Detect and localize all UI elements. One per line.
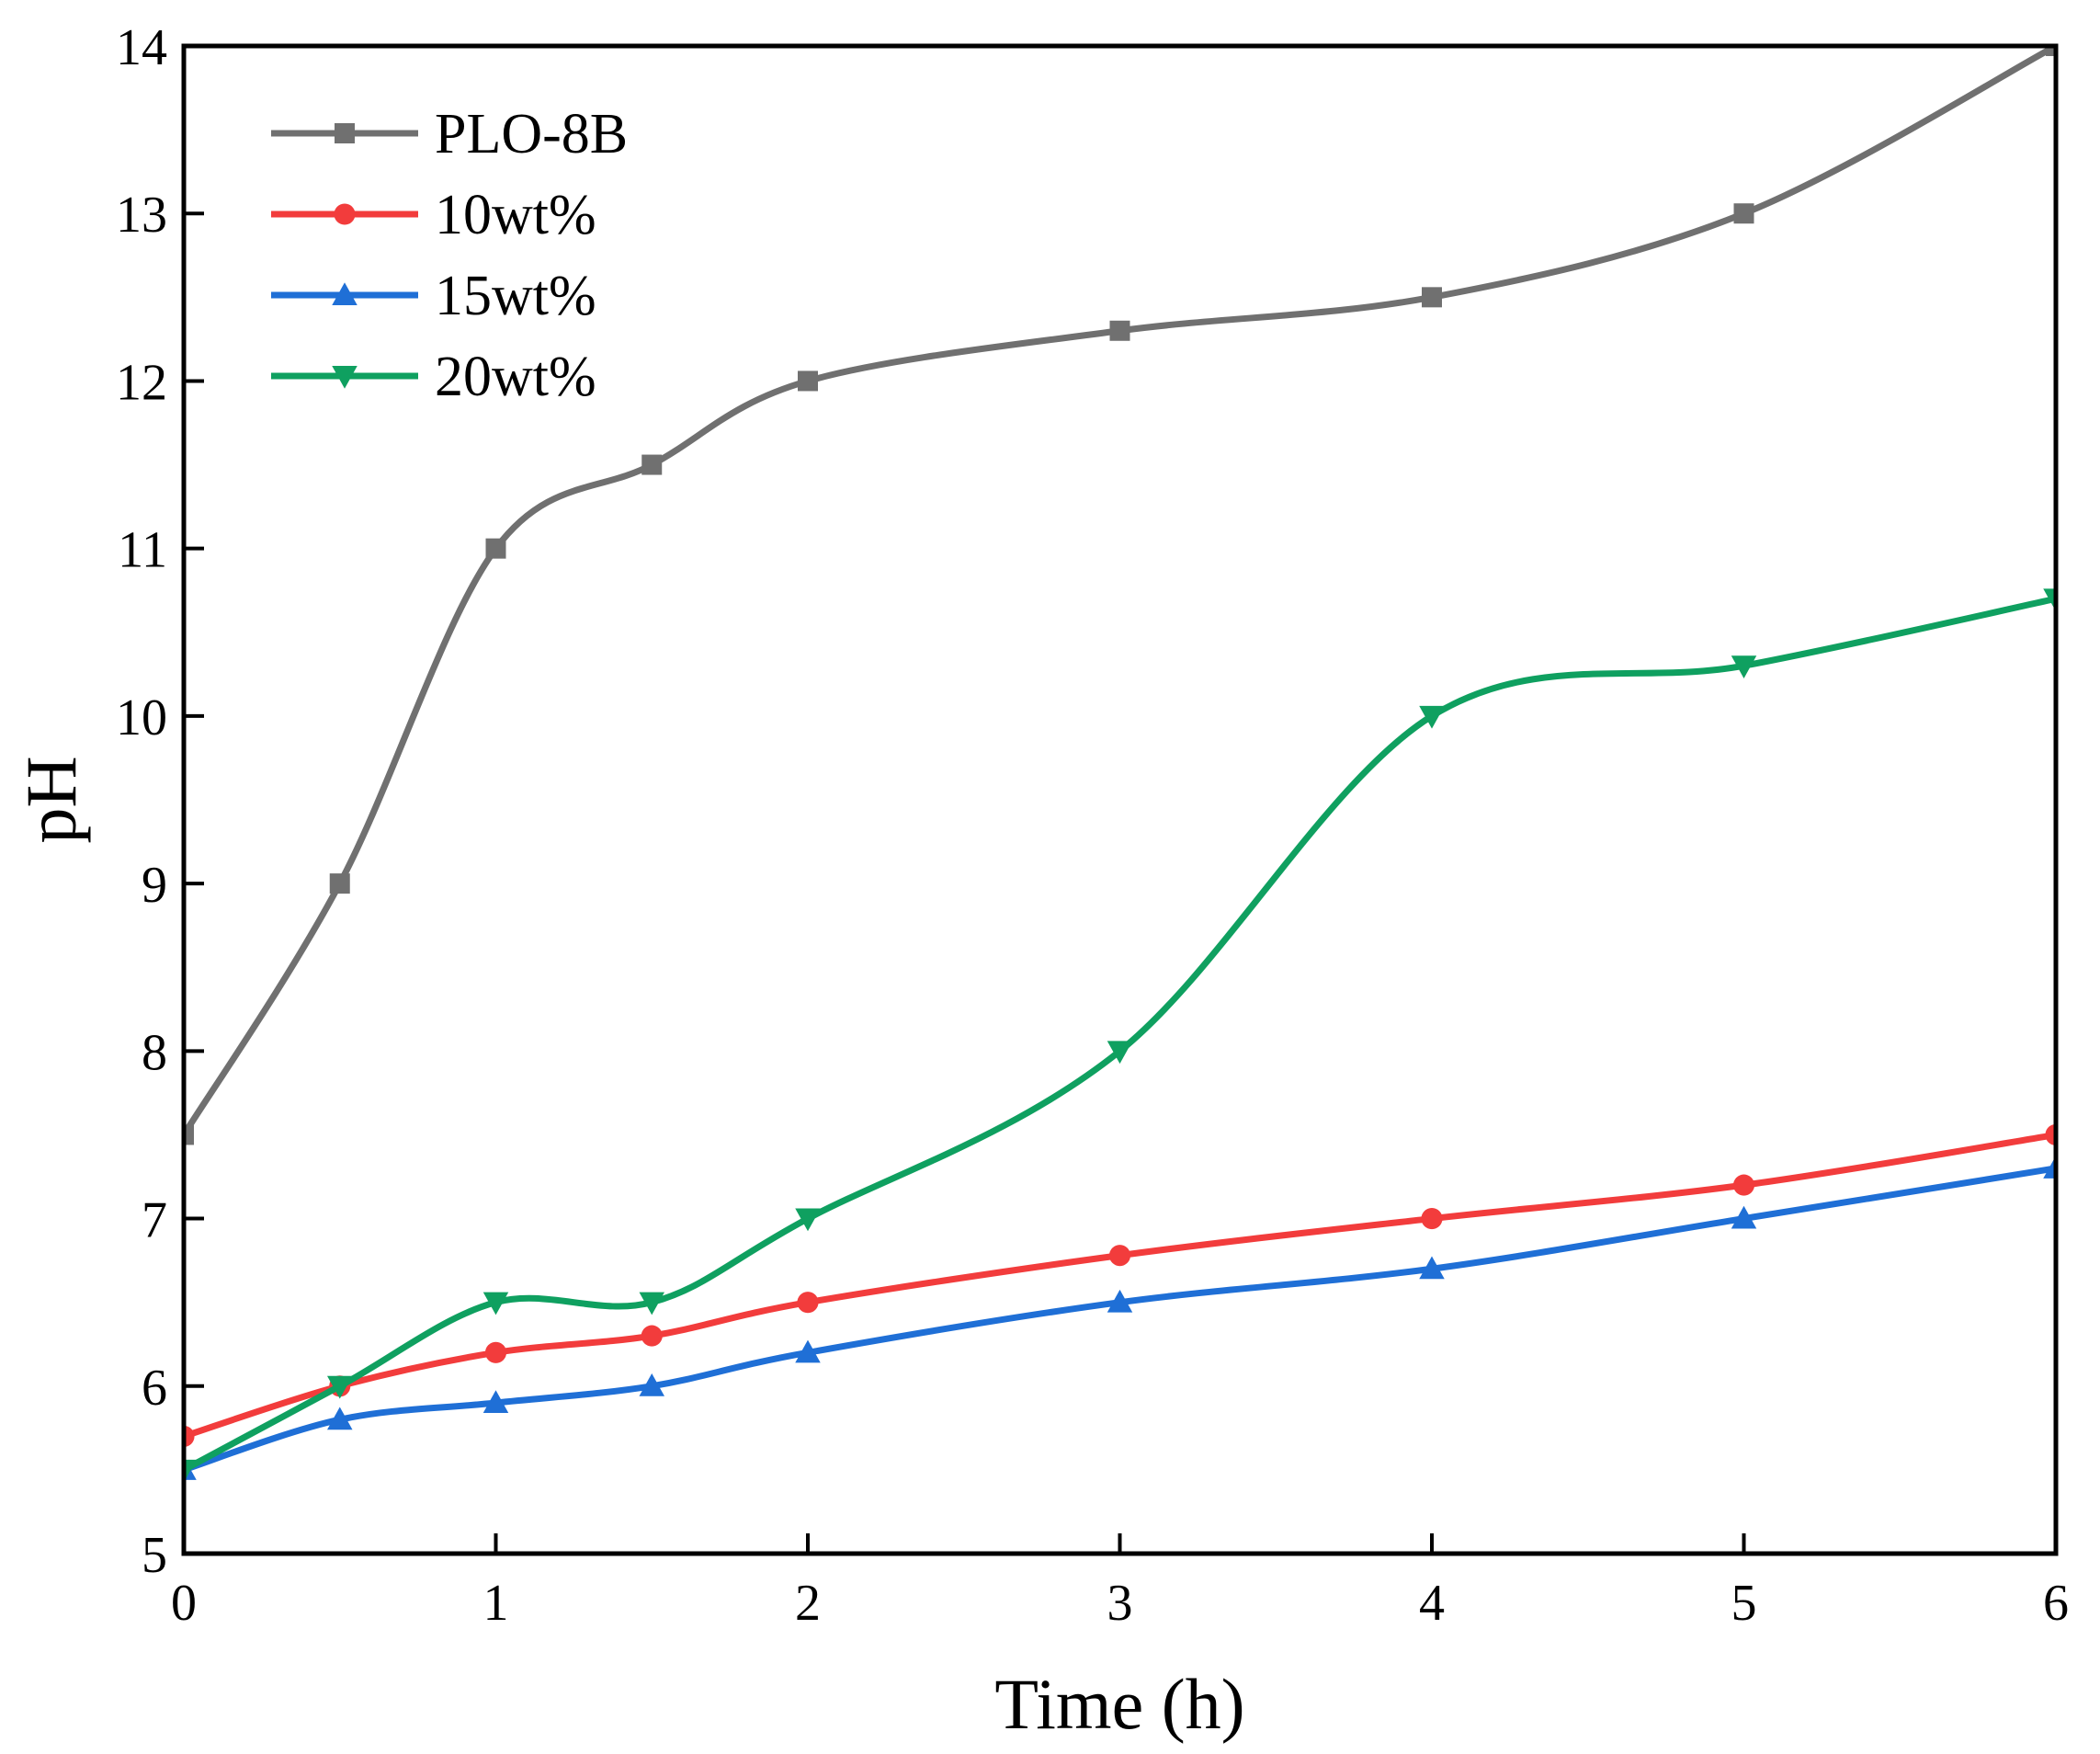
data-point — [1107, 1289, 1133, 1313]
data-point — [184, 1459, 197, 1483]
series-20wt- — [184, 588, 2056, 1483]
data-point — [482, 1292, 509, 1316]
legend-label: PLO-8B — [435, 103, 628, 165]
data-point — [639, 1373, 664, 1396]
data-point — [2046, 46, 2056, 56]
data-point — [2043, 588, 2056, 612]
legend-label: 20wt% — [435, 346, 596, 408]
series-plo-8b — [184, 46, 2056, 1145]
y-tick-label: 11 — [118, 522, 167, 579]
legend: PLO-8B 10wt% 15wt% 20wt% — [271, 103, 628, 408]
data-point — [797, 1292, 819, 1314]
x-tick-label: 1 — [483, 1575, 509, 1632]
series-line — [184, 1131, 2056, 1440]
x-tick-label: 5 — [1731, 1575, 1757, 1632]
legend-marker — [332, 366, 358, 389]
x-tick-label: 6 — [2043, 1575, 2069, 1632]
legend-marker — [335, 123, 355, 143]
data-point — [641, 454, 663, 475]
y-tick-label: 8 — [142, 1024, 167, 1081]
series-15wt- — [184, 1156, 2056, 1480]
x-tick-label: 4 — [1419, 1575, 1445, 1632]
legend-marker — [334, 203, 356, 225]
data-point — [1109, 320, 1130, 341]
data-point — [327, 1407, 353, 1430]
y-axis-title: pH — [11, 756, 91, 843]
data-point — [641, 1325, 663, 1347]
x-axis-title: Time (h) — [994, 1664, 1244, 1744]
data-point — [639, 1292, 664, 1316]
data-point — [1107, 1041, 1133, 1065]
legend-marker — [332, 282, 358, 305]
data-point — [795, 1339, 821, 1363]
series-line — [184, 595, 2056, 1474]
data-point — [485, 538, 506, 559]
plot-marks — [184, 46, 2056, 1483]
series-10wt- — [184, 1123, 2056, 1447]
data-point — [184, 1425, 195, 1447]
data-point — [184, 1124, 194, 1145]
data-point — [1731, 1205, 1757, 1229]
data-point — [1108, 1245, 1131, 1267]
data-point — [329, 873, 350, 894]
y-tick-label: 10 — [116, 689, 167, 746]
y-tick-label: 13 — [116, 187, 167, 244]
y-tick-label: 7 — [142, 1192, 167, 1249]
series-line — [184, 46, 2056, 1138]
y-tick-label: 9 — [142, 857, 167, 914]
data-point — [1731, 655, 1757, 678]
data-point — [482, 1390, 509, 1413]
y-tick-label: 12 — [116, 354, 167, 411]
y-tick-label: 14 — [116, 19, 167, 76]
data-point — [1419, 705, 1445, 729]
data-point — [1422, 287, 1442, 308]
data-point — [2043, 1156, 2056, 1179]
data-point — [1733, 203, 1754, 224]
x-tick-label: 3 — [1107, 1575, 1133, 1632]
data-point — [1732, 1174, 1755, 1196]
data-point — [2045, 1123, 2056, 1145]
y-tick-label: 5 — [142, 1527, 167, 1584]
data-point — [795, 1208, 821, 1232]
legend-label: 10wt% — [435, 184, 596, 246]
data-point — [1419, 1256, 1445, 1280]
x-tick-label: 2 — [795, 1575, 821, 1632]
data-point — [1421, 1208, 1443, 1230]
x-tick-label: 0 — [171, 1575, 197, 1632]
data-point — [484, 1341, 507, 1363]
data-point — [327, 1375, 353, 1399]
y-tick-label: 6 — [142, 1360, 167, 1417]
legend-label: 15wt% — [435, 265, 596, 327]
data-point — [798, 370, 818, 392]
series-line — [184, 1165, 2056, 1474]
